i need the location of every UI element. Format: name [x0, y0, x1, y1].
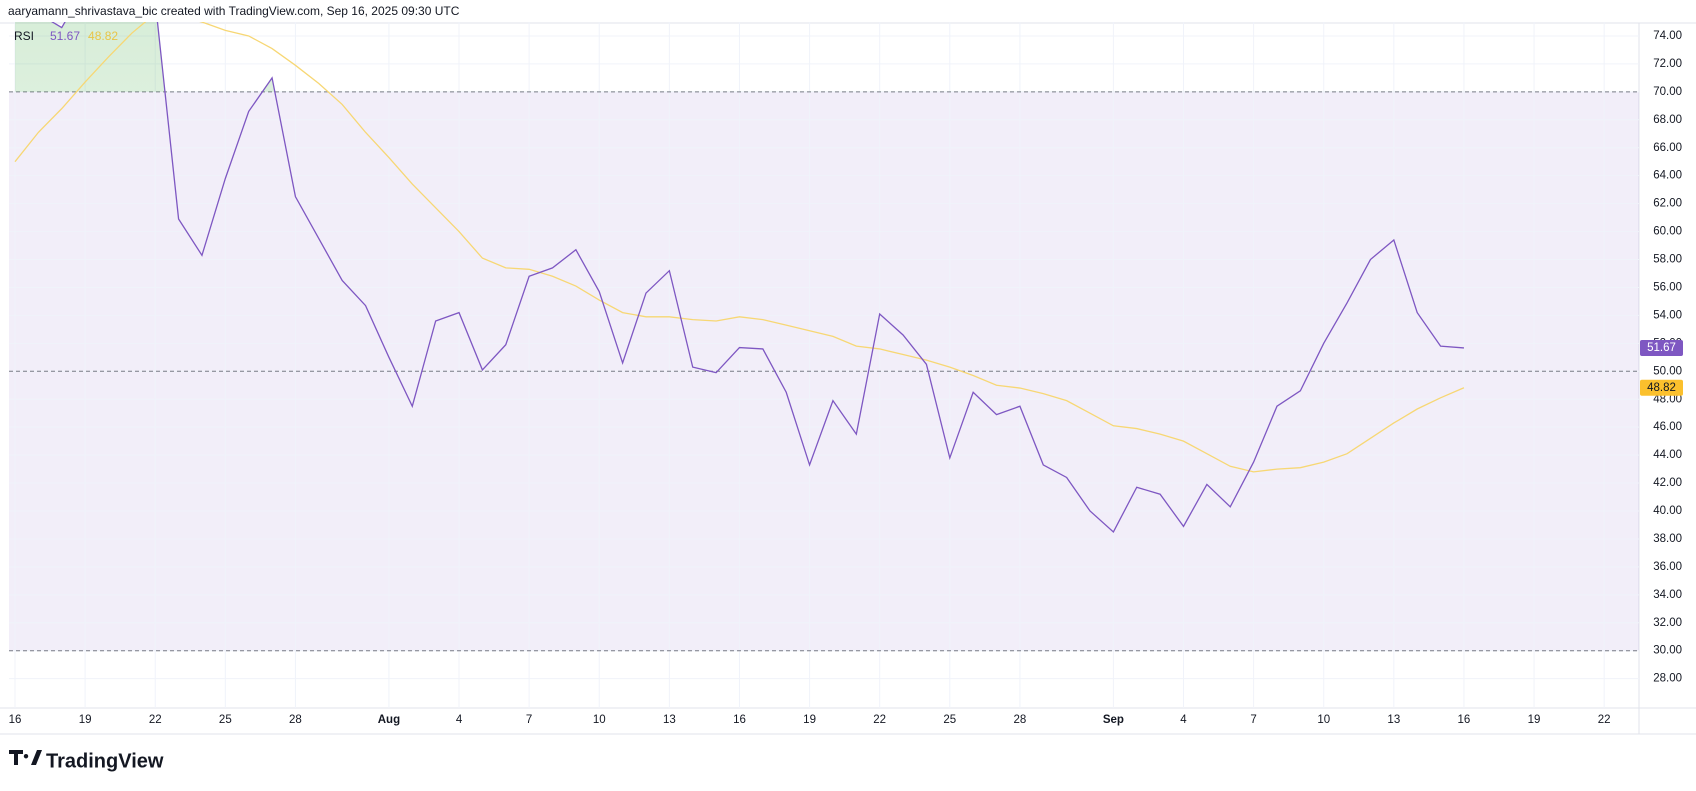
brand: TradingView	[46, 750, 164, 772]
y-tick-label: 72.00	[1653, 58, 1682, 70]
header-text: aaryamann_shrivastava_bic created with T…	[8, 4, 460, 18]
logo: TradingView	[9, 750, 164, 772]
y-tick-label: 34.00	[1653, 589, 1682, 601]
x-tick-label: 7	[526, 714, 532, 726]
x-tick-label: 19	[803, 714, 816, 726]
x-tick-label: 10	[1317, 714, 1330, 726]
y-tick-label: 38.00	[1653, 533, 1682, 545]
y-tick-label: 70.00	[1653, 86, 1682, 98]
y-tick-label: 32.00	[1653, 617, 1682, 629]
rsi-line	[51, 22, 1464, 534]
y-tick-label: 48.00	[1653, 393, 1682, 405]
plot-area	[14, 22, 1465, 534]
x-tick-label: 16	[733, 714, 746, 726]
y-tick-label: 62.00	[1653, 198, 1682, 210]
y-tick-label: 28.00	[1653, 673, 1682, 685]
y-tick-label: 74.00	[1653, 30, 1682, 42]
x-tick-label: 10	[593, 714, 606, 726]
x-tick-label: 13	[1387, 714, 1400, 726]
y-tick-label: 36.00	[1653, 561, 1682, 573]
x-tick-label: 22	[873, 714, 886, 726]
y-tick-label: 50.00	[1653, 365, 1682, 377]
y-tick-label: 42.00	[1653, 477, 1682, 489]
y-tick-label: 60.00	[1653, 226, 1682, 238]
y-tick-label: 58.00	[1653, 254, 1682, 266]
x-tick-label: 22	[1598, 714, 1611, 726]
x-tick-label: 16	[1458, 714, 1471, 726]
y-tick-label: 68.00	[1653, 114, 1682, 126]
x-tick-label: 4	[1180, 714, 1187, 726]
y-tick-label: 30.00	[1653, 645, 1682, 657]
x-tick-label: Sep	[1103, 714, 1124, 726]
x-tick-label: 28	[1014, 714, 1027, 726]
x-tick-label: 19	[1528, 714, 1541, 726]
price-label-box	[1640, 339, 1683, 356]
legend-value: 48.82	[88, 29, 118, 43]
x-tick-label: 19	[79, 714, 92, 726]
x-tick-label: 25	[219, 714, 232, 726]
price-label: 48.82	[1647, 382, 1676, 394]
x-tick-label: 16	[9, 714, 22, 726]
legend-title: RSI	[14, 29, 34, 43]
y-tick-label: 64.00	[1653, 170, 1682, 182]
y-tick-label: 56.00	[1653, 281, 1682, 293]
x-tick-label: 25	[943, 714, 956, 726]
overbought-fill	[15, 22, 1464, 92]
y-tick-label: 66.00	[1653, 142, 1682, 154]
y-tick-label: 54.00	[1653, 309, 1682, 321]
price-label-box	[1640, 379, 1683, 396]
y-tick-label: 44.00	[1653, 449, 1682, 461]
x-tick-label: 4	[456, 714, 463, 726]
x-tick-label: 22	[149, 714, 162, 726]
x-tick-label: 28	[289, 714, 302, 726]
rsi-ma-line	[14, 22, 1465, 473]
x-tick-label: Aug	[378, 714, 400, 726]
price-label: 51.67	[1647, 342, 1676, 354]
y-tick-label: 40.00	[1653, 505, 1682, 517]
x-tick-label: 7	[1250, 714, 1256, 726]
x-tick-label: 13	[663, 714, 676, 726]
legend-value: 51.67	[50, 29, 80, 43]
y-tick-label: 46.00	[1653, 421, 1682, 433]
